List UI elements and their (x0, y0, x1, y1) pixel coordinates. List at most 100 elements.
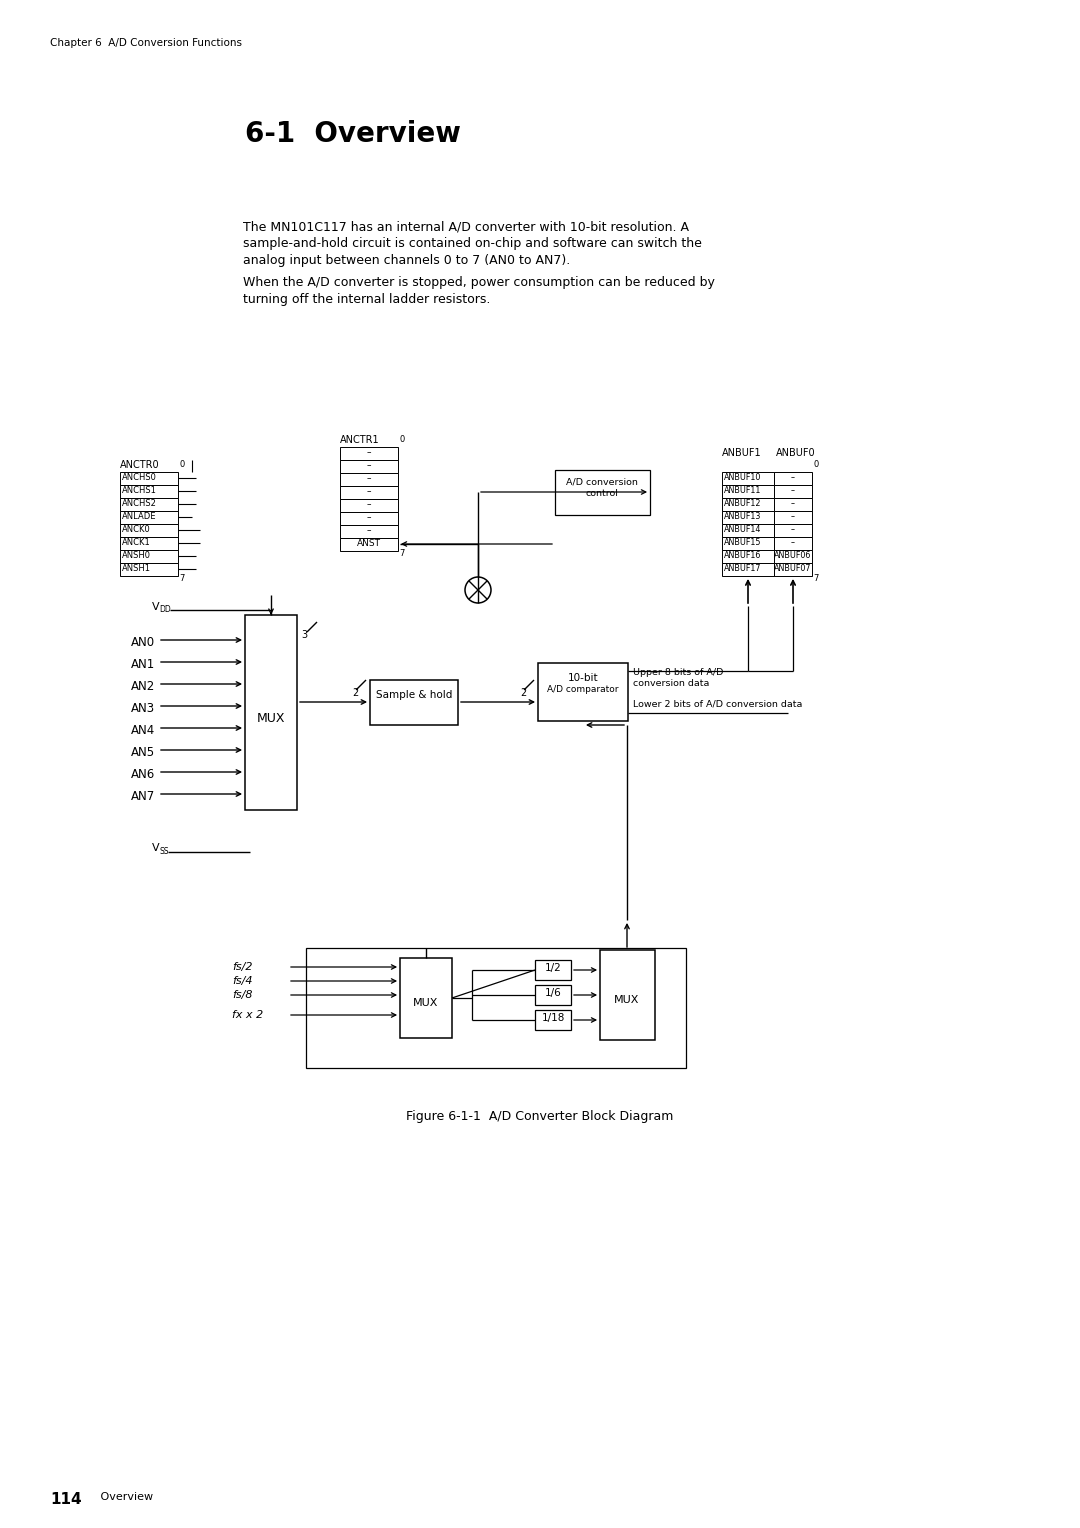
Bar (120, 536, 178, 550)
Text: ANBUF17: ANBUF17 (724, 564, 761, 573)
Text: ANLADE: ANLADE (122, 512, 157, 521)
Bar (535, 986, 571, 1005)
Bar (340, 486, 399, 500)
Text: 0: 0 (813, 460, 819, 469)
Text: 2: 2 (519, 688, 526, 698)
Text: ANCK1: ANCK1 (122, 538, 151, 547)
Text: 7: 7 (399, 549, 404, 558)
Bar (340, 448, 399, 460)
Text: –: – (791, 538, 795, 547)
Text: MUX: MUX (414, 998, 438, 1008)
Text: –: – (367, 526, 372, 535)
Text: AN7: AN7 (131, 790, 156, 804)
Bar (723, 562, 774, 576)
Text: 3: 3 (301, 630, 307, 640)
Text: Upper 8 bits of A/D: Upper 8 bits of A/D (633, 668, 724, 677)
Bar (774, 536, 812, 550)
Bar (120, 524, 178, 536)
Text: V: V (152, 602, 160, 613)
Text: ANBUF11: ANBUF11 (724, 486, 761, 495)
Text: analog input between channels 0 to 7 (AN0 to AN7).: analog input between channels 0 to 7 (AN… (243, 254, 570, 267)
Text: DD: DD (159, 605, 171, 614)
Text: fs/4: fs/4 (232, 976, 253, 986)
Text: ANBUF14: ANBUF14 (724, 526, 761, 533)
Text: When the A/D converter is stopped, power consumption can be reduced by: When the A/D converter is stopped, power… (243, 277, 715, 289)
Bar (340, 512, 399, 526)
Bar (535, 960, 571, 979)
Text: ANSH1: ANSH1 (122, 564, 151, 573)
Text: –: – (791, 526, 795, 533)
Bar (370, 680, 458, 724)
Bar (340, 500, 399, 512)
Text: The MN101C117 has an internal A/D converter with 10-bit resolution. A: The MN101C117 has an internal A/D conver… (243, 220, 689, 232)
Text: AN4: AN4 (131, 724, 156, 736)
Text: fx x 2: fx x 2 (232, 1010, 264, 1021)
Bar (120, 550, 178, 562)
Text: –: – (791, 474, 795, 481)
Bar (774, 510, 812, 524)
Bar (774, 484, 812, 498)
Text: AN0: AN0 (131, 636, 156, 649)
Text: AN2: AN2 (131, 680, 156, 694)
Text: 7: 7 (813, 575, 819, 584)
Bar (723, 498, 774, 510)
Bar (538, 663, 627, 721)
Text: ANBUF07: ANBUF07 (774, 564, 812, 573)
Text: ANSH0: ANSH0 (122, 552, 151, 559)
Text: –: – (367, 461, 372, 471)
Text: turning off the internal ladder resistors.: turning off the internal ladder resistor… (243, 293, 490, 306)
Bar (555, 471, 650, 515)
Text: 0: 0 (399, 435, 404, 445)
Text: Chapter 6  A/D Conversion Functions: Chapter 6 A/D Conversion Functions (50, 38, 242, 47)
Bar (340, 538, 399, 552)
Text: ANCK0: ANCK0 (122, 526, 151, 533)
Bar (723, 550, 774, 562)
Bar (774, 550, 812, 562)
Bar (723, 484, 774, 498)
Text: ANBUF13: ANBUF13 (724, 512, 761, 521)
Text: 1/2: 1/2 (544, 963, 562, 973)
Bar (306, 947, 686, 1068)
Text: AN3: AN3 (131, 701, 156, 715)
Text: MUX: MUX (615, 995, 639, 1005)
Text: Lower 2 bits of A/D conversion data: Lower 2 bits of A/D conversion data (633, 698, 802, 707)
Bar (340, 460, 399, 474)
Text: –: – (367, 500, 372, 509)
Text: ANCHS1: ANCHS1 (122, 486, 157, 495)
Text: MUX: MUX (257, 712, 285, 724)
Bar (340, 474, 399, 486)
Text: –: – (367, 513, 372, 523)
Bar (723, 510, 774, 524)
Text: ANCHS2: ANCHS2 (122, 500, 157, 507)
Text: Overview: Overview (90, 1491, 153, 1502)
Text: 7: 7 (179, 575, 185, 584)
Text: conversion data: conversion data (633, 678, 710, 688)
Text: Figure 6-1-1  A/D Converter Block Diagram: Figure 6-1-1 A/D Converter Block Diagram (406, 1109, 674, 1123)
Text: ANBUF12: ANBUF12 (724, 500, 761, 507)
Text: 0: 0 (179, 460, 185, 469)
Text: –: – (367, 448, 372, 457)
Text: ANBUF15: ANBUF15 (724, 538, 761, 547)
Text: ANST: ANST (357, 539, 381, 549)
Text: ANCHS0: ANCHS0 (122, 474, 157, 481)
Text: SS: SS (159, 847, 168, 856)
Text: 114: 114 (50, 1491, 82, 1507)
Text: 10-bit: 10-bit (568, 672, 598, 683)
Text: –: – (791, 500, 795, 507)
Text: V: V (152, 843, 160, 853)
Bar (400, 958, 453, 1038)
Text: A/D comparator: A/D comparator (548, 685, 619, 694)
Text: AN5: AN5 (131, 746, 156, 759)
Text: –: – (367, 487, 372, 497)
Text: A/D conversion: A/D conversion (566, 477, 638, 486)
Bar (723, 524, 774, 536)
Text: –: – (791, 486, 795, 495)
Text: AN1: AN1 (131, 659, 156, 671)
Text: –: – (367, 474, 372, 483)
Text: ANBUF0: ANBUF0 (777, 448, 815, 458)
Text: AN6: AN6 (131, 769, 156, 781)
Text: ANBUF16: ANBUF16 (724, 552, 761, 559)
Text: 6-1  Overview: 6-1 Overview (245, 121, 461, 148)
Text: –: – (791, 512, 795, 521)
Bar (245, 614, 297, 810)
